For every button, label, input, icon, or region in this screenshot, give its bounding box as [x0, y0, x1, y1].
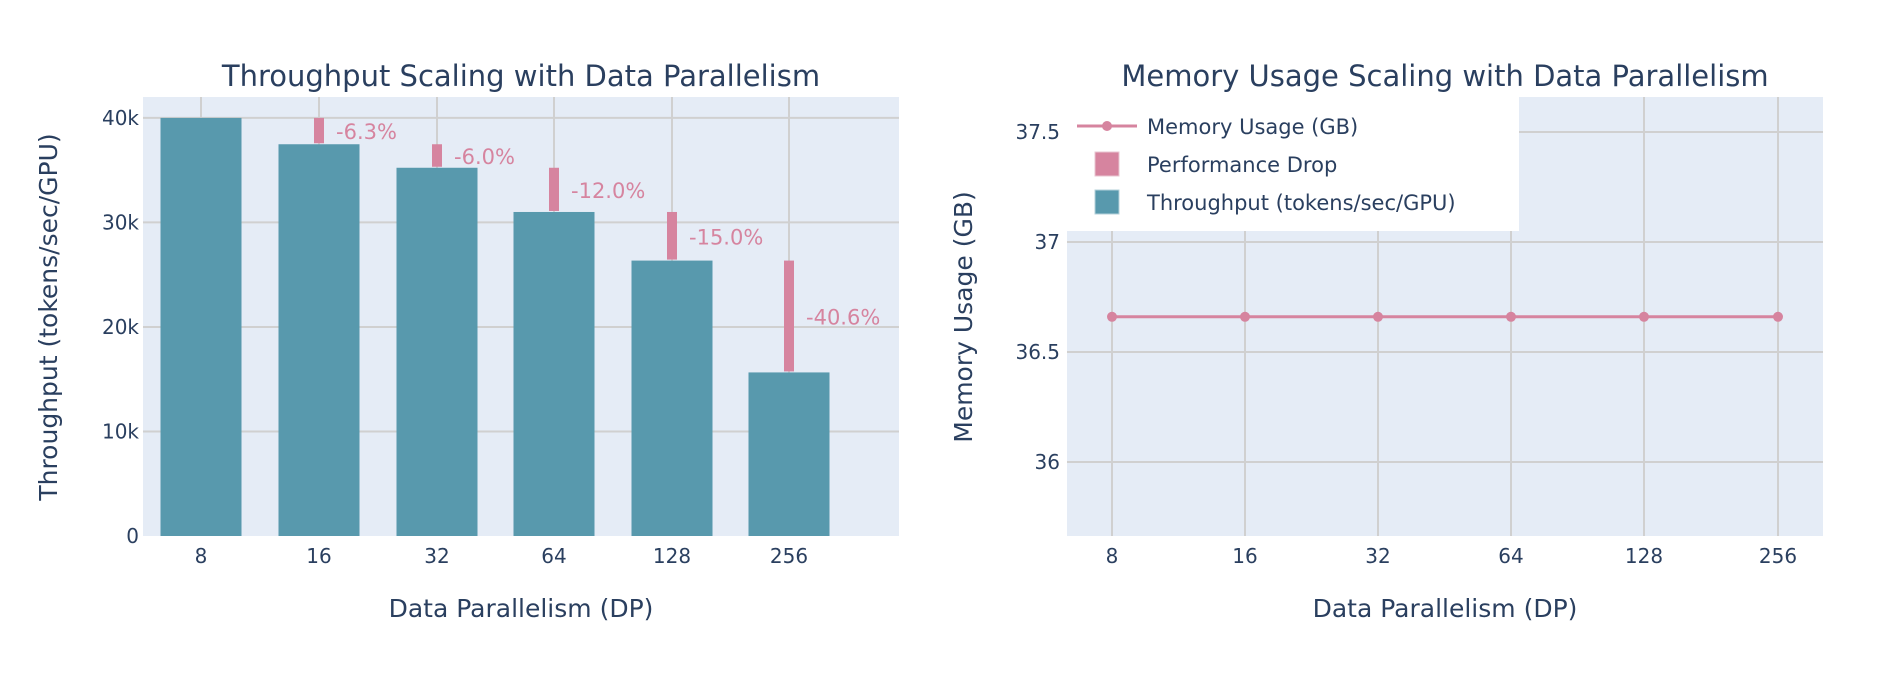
throughput-bar[interactable] [396, 167, 478, 536]
y-tick-label: 0 [126, 524, 139, 548]
performance-drop-bar[interactable] [784, 260, 794, 372]
legend: Memory Usage (GB) Performance Drop Throu… [1067, 97, 1519, 231]
x-axis-ticks: 8 16 32 64 128 256 [1106, 544, 1797, 568]
x-axis-title: Data Parallelism (DP) [389, 594, 654, 623]
throughput-bar[interactable] [748, 372, 830, 536]
y-tick-label: 37.5 [1015, 120, 1060, 144]
x-tick-label: 128 [653, 544, 691, 568]
square-swatch-icon [1094, 151, 1120, 177]
x-tick-label: 32 [1365, 544, 1390, 568]
x-tick-label: 8 [195, 544, 208, 568]
chart-title: Memory Usage Scaling with Data Paralleli… [1121, 59, 1768, 93]
throughput-bars[interactable] [160, 117, 830, 537]
memory-marker[interactable] [1107, 311, 1117, 322]
y-axis-ticks: 36 36.5 37 37.5 [1015, 120, 1060, 474]
drop-percent-label: -15.0% [689, 225, 763, 249]
drop-percent-label: -6.3% [336, 120, 397, 144]
performance-drop-bar[interactable] [667, 211, 677, 260]
x-tick-label: 64 [1498, 544, 1523, 568]
throughput-bar[interactable] [513, 211, 595, 536]
memory-marker[interactable] [1506, 311, 1516, 322]
x-tick-label: 16 [1232, 544, 1257, 568]
drop-percent-label: -6.0% [454, 145, 515, 169]
y-tick-label: 36 [1035, 450, 1060, 474]
memory-usage-line[interactable] [1107, 311, 1783, 322]
y-axis-ticks: 0 10k 20k 30k 40k [102, 106, 139, 548]
y-tick-label: 10k [102, 419, 139, 443]
x-tick-label: 64 [541, 544, 566, 568]
y-tick-label: 30k [102, 210, 139, 234]
performance-drop-bars[interactable] [314, 117, 794, 372]
x-tick-label: 256 [1759, 544, 1797, 568]
drop-labels: -6.3% -6.0% -12.0% -15.0% -40.6% [336, 120, 880, 329]
x-axis-title: Data Parallelism (DP) [1313, 594, 1578, 623]
throughput-bar[interactable] [160, 117, 242, 537]
memory-marker[interactable] [1773, 311, 1783, 322]
chart-title: Throughput Scaling with Data Parallelism [221, 59, 820, 93]
performance-drop-bar[interactable] [549, 167, 559, 211]
y-tick-label: 36.5 [1015, 340, 1060, 364]
legend-label: Memory Usage (GB) [1147, 115, 1358, 139]
legend-item-memory-usage[interactable]: Memory Usage (GB) [1077, 115, 1358, 139]
memory-marker[interactable] [1639, 311, 1649, 322]
y-tick-label: 20k [102, 315, 139, 339]
legend-item-throughput[interactable]: Throughput (tokens/sec/GPU) [1094, 189, 1456, 215]
performance-drop-bar[interactable] [432, 144, 442, 167]
throughput-subplot: -6.3% -6.0% -12.0% -15.0% -40.6% 0 10k 20k 30k 4… [34, 59, 899, 623]
performance-drop-bar[interactable] [314, 117, 324, 144]
y-tick-label: 40k [102, 106, 139, 130]
throughput-bar[interactable] [278, 144, 360, 537]
drop-percent-label: -40.6% [806, 306, 880, 330]
x-tick-label: 256 [770, 544, 808, 568]
x-tick-label: 16 [306, 544, 331, 568]
throughput-bar[interactable] [631, 260, 713, 536]
legend-item-performance-drop[interactable]: Performance Drop [1094, 151, 1337, 177]
memory-marker[interactable] [1373, 311, 1383, 322]
marker-icon [1102, 121, 1112, 131]
memory-marker[interactable] [1240, 311, 1250, 322]
legend-background [1067, 97, 1519, 231]
x-axis-ticks: 8 16 32 64 128 256 [195, 544, 808, 568]
legend-label: Throughput (tokens/sec/GPU) [1146, 191, 1456, 215]
x-tick-label: 32 [424, 544, 449, 568]
legend-label: Performance Drop [1147, 153, 1337, 177]
y-axis-title: Memory Usage (GB) [949, 191, 978, 443]
x-tick-label: 8 [1106, 544, 1119, 568]
drop-percent-label: -12.0% [571, 179, 645, 203]
x-tick-label: 128 [1625, 544, 1663, 568]
square-swatch-icon [1094, 189, 1120, 215]
y-axis-title: Throughput (tokens/sec/GPU) [34, 133, 63, 501]
y-tick-label: 37 [1035, 230, 1060, 254]
